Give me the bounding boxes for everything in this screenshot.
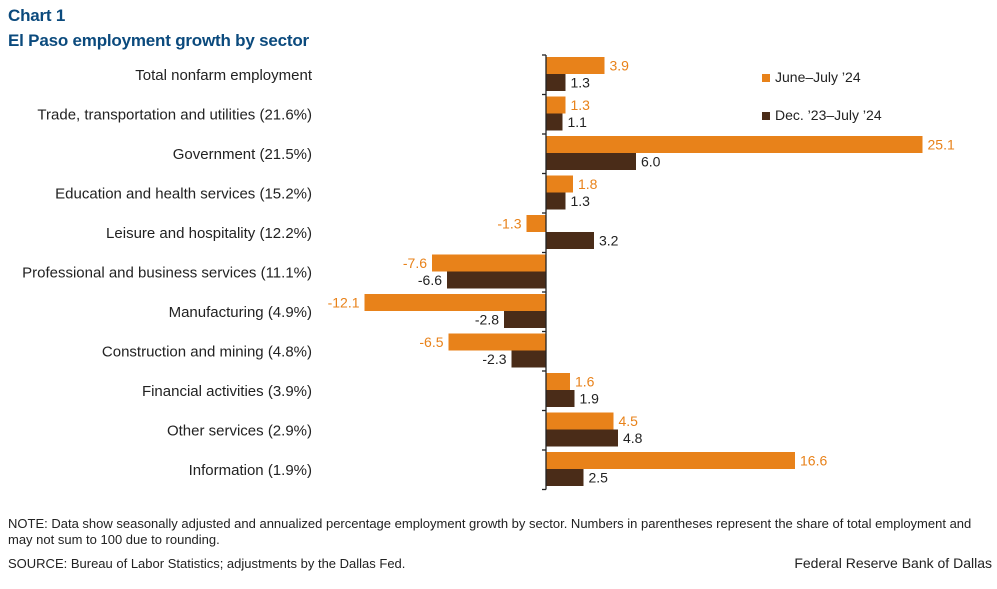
bar-chart: Total nonfarm employment 3.9 1.3 Trade, tra… [22, 54, 955, 491]
bar-dec-july [546, 469, 584, 486]
legend-swatch-dec-july [762, 112, 770, 120]
category-label: Government (21.5%) [173, 146, 312, 163]
data-label: 1.1 [568, 114, 588, 130]
data-label: 1.8 [578, 176, 598, 192]
category-label: Financial activities (3.9%) [142, 383, 312, 400]
category-label: Manufacturing (4.9%) [169, 304, 312, 321]
bar-june-july [546, 175, 573, 193]
bar-dec-july [546, 390, 575, 407]
bar-june-july [546, 452, 795, 469]
data-label: -7.6 [403, 255, 427, 271]
chart-note: NOTE: Data show seasonally adjusted and … [8, 516, 972, 547]
bar-june-july [546, 412, 614, 430]
data-label: -1.3 [497, 216, 521, 232]
bar-june-july [546, 136, 923, 153]
data-label: 2.5 [589, 470, 609, 486]
data-label: -6.5 [419, 334, 443, 350]
data-label: 4.5 [619, 413, 639, 429]
category-label: Construction and mining (4.8%) [102, 343, 312, 360]
legend-label: June–July ’24 [775, 69, 861, 85]
category-label: Information (1.9%) [189, 462, 312, 479]
category-label: Professional and business services (11.1… [22, 264, 312, 281]
data-label: 1.3 [571, 193, 591, 209]
bar-dec-july [546, 192, 566, 210]
bar-dec-july [504, 311, 546, 328]
data-label: 1.6 [575, 374, 595, 390]
category-label: Trade, transportation and utilities (21.… [37, 106, 312, 123]
bar-june-july [546, 373, 570, 390]
category-label: Leisure and hospitality (12.2%) [106, 225, 312, 242]
bar-june-july [546, 57, 605, 74]
data-label: 6.0 [641, 154, 661, 170]
data-label: 3.2 [599, 233, 619, 249]
bar-dec-july [511, 350, 546, 368]
chart-credit: Federal Reserve Bank of Dallas [794, 555, 992, 571]
data-label: -2.3 [482, 351, 506, 367]
data-label: 16.6 [800, 453, 827, 469]
bar-june-july [448, 333, 546, 351]
data-label: 3.9 [610, 58, 630, 74]
bar-dec-july [546, 429, 618, 447]
bar-dec-july [546, 153, 636, 170]
bar-june-july [432, 254, 546, 272]
bar-dec-july [546, 232, 594, 249]
category-label: Education and health services (15.2%) [55, 185, 312, 202]
data-label: -6.6 [418, 272, 442, 288]
bar-dec-july [546, 74, 566, 91]
data-label: 4.8 [623, 430, 643, 446]
chart-label: Chart 1 [8, 6, 66, 25]
bar-dec-july [546, 113, 563, 131]
data-label: 1.3 [571, 97, 591, 113]
bar-june-july [526, 215, 546, 232]
legend-swatch-june-july [762, 74, 770, 82]
chart-source: SOURCE: Bureau of Labor Statistics; adju… [8, 556, 406, 571]
category-label: Other services (2.9%) [167, 422, 312, 439]
data-label: -12.1 [328, 295, 360, 311]
data-label: -2.8 [475, 312, 499, 328]
legend-label: Dec. ’23–July ’24 [775, 107, 882, 123]
bar-dec-july [447, 271, 546, 289]
bar-june-july [364, 294, 546, 311]
bar-june-july [546, 96, 566, 114]
data-label: 1.9 [580, 391, 600, 407]
data-label: 25.1 [928, 137, 955, 153]
chart-title: El Paso employment growth by sector [8, 31, 309, 50]
data-label: 1.3 [571, 75, 591, 91]
category-label: Total nonfarm employment [135, 67, 313, 84]
